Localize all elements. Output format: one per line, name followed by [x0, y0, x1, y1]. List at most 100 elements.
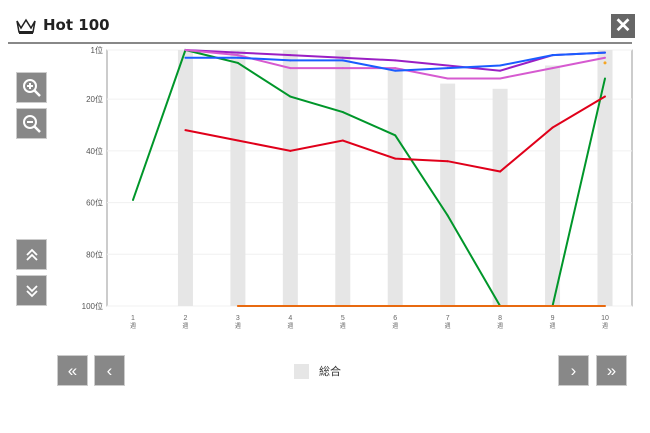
y-tick-label: 80位 — [86, 249, 103, 259]
y-tick-label: 40位 — [86, 146, 103, 156]
legend-label: 総合 — [319, 366, 341, 378]
bar-総合 — [387, 68, 403, 306]
x-tick-unit: 週 — [287, 322, 293, 330]
x-tick-unit: 週 — [340, 322, 346, 330]
first-page-button[interactable]: « — [57, 355, 88, 386]
zoom-in-icon — [22, 78, 41, 97]
bar-総合 — [545, 65, 561, 306]
prev-page-button[interactable]: ‹ — [94, 355, 125, 386]
data-point — [394, 134, 397, 137]
data-point — [446, 160, 449, 163]
data-point — [341, 111, 344, 114]
data-point — [603, 61, 607, 65]
plot-area — [106, 49, 633, 307]
y-tick-label: 1位 — [91, 45, 103, 55]
scroll-down-button[interactable] — [16, 275, 47, 306]
data-point — [289, 67, 292, 70]
data-point — [551, 305, 554, 307]
x-tick-unit: 週 — [130, 322, 136, 330]
last-page-button[interactable]: » — [596, 355, 627, 386]
bar-総合 — [597, 50, 613, 306]
data-point — [289, 149, 292, 152]
data-point — [499, 64, 502, 67]
data-point — [341, 56, 344, 59]
x-tick-label: 6 — [393, 315, 397, 322]
data-point — [236, 305, 239, 307]
data-point — [499, 69, 502, 72]
data-point — [394, 59, 397, 62]
y-tick-label: 20位 — [86, 94, 103, 104]
x-tick-unit: 週 — [602, 322, 608, 330]
zoom-out-icon — [22, 114, 41, 133]
bar-総合 — [335, 50, 351, 306]
data-point — [604, 305, 606, 307]
data-point — [236, 139, 239, 142]
data-point — [341, 305, 344, 307]
data-point — [394, 305, 397, 307]
x-tick-label: 1 — [131, 315, 135, 322]
x-tick-unit: 週 — [497, 322, 503, 330]
data-point — [236, 56, 239, 59]
x-tick-label: 9 — [551, 315, 555, 322]
x-tick-unit: 週 — [392, 322, 398, 330]
y-tick-label: 60位 — [86, 198, 103, 208]
data-point — [289, 95, 292, 98]
data-point — [499, 305, 502, 307]
x-tick-unit: 週 — [182, 322, 188, 330]
data-point — [604, 51, 606, 54]
data-point — [289, 54, 292, 57]
bar-総合 — [282, 50, 298, 306]
bar-総合 — [177, 50, 193, 306]
data-point — [604, 77, 606, 80]
y-tick-label: 100位 — [82, 301, 103, 311]
legend-swatch — [294, 363, 309, 379]
data-point — [499, 170, 502, 173]
data-point — [184, 56, 187, 59]
data-point — [236, 54, 239, 57]
data-point — [446, 64, 449, 67]
data-point — [604, 56, 606, 59]
data-point — [132, 198, 134, 201]
data-point — [604, 95, 606, 98]
x-tick-unit: 週 — [550, 322, 556, 330]
data-point — [236, 61, 239, 64]
scroll-up-button[interactable] — [16, 239, 47, 270]
data-point — [394, 67, 397, 70]
double-chevron-down-icon — [25, 284, 38, 297]
x-tick-label: 8 — [498, 315, 502, 322]
x-tick-label: 4 — [288, 315, 292, 322]
x-tick-label: 10 — [601, 315, 609, 322]
data-point — [341, 59, 344, 62]
data-point — [289, 305, 292, 307]
data-point — [184, 129, 187, 132]
next-page-button[interactable]: › — [558, 355, 589, 386]
page-title: Hot 100 — [43, 16, 110, 34]
data-point — [236, 51, 239, 54]
zoom-out-button[interactable] — [16, 108, 47, 139]
data-point — [551, 67, 554, 70]
x-tick-label: 7 — [446, 315, 450, 322]
data-point — [341, 67, 344, 70]
bar-総合 — [230, 50, 246, 306]
close-button[interactable]: ✕ — [611, 14, 635, 38]
data-point — [341, 139, 344, 142]
data-point — [289, 59, 292, 62]
data-point — [394, 69, 397, 72]
double-chevron-up-icon — [25, 248, 38, 261]
bar-総合 — [492, 88, 508, 307]
data-point — [446, 305, 449, 307]
bar-総合 — [440, 83, 456, 306]
x-tick-unit: 週 — [235, 322, 241, 330]
data-point — [551, 126, 554, 129]
data-point — [446, 77, 449, 80]
x-tick-unit: 週 — [445, 322, 451, 330]
x-tick-label: 5 — [341, 315, 345, 322]
crown-icon — [16, 18, 36, 34]
data-point — [394, 157, 397, 160]
x-tick-label: 2 — [183, 315, 187, 322]
data-point — [446, 67, 449, 70]
data-point — [446, 214, 449, 217]
x-tick-label: 3 — [236, 315, 240, 322]
zoom-in-button[interactable] — [16, 72, 47, 103]
